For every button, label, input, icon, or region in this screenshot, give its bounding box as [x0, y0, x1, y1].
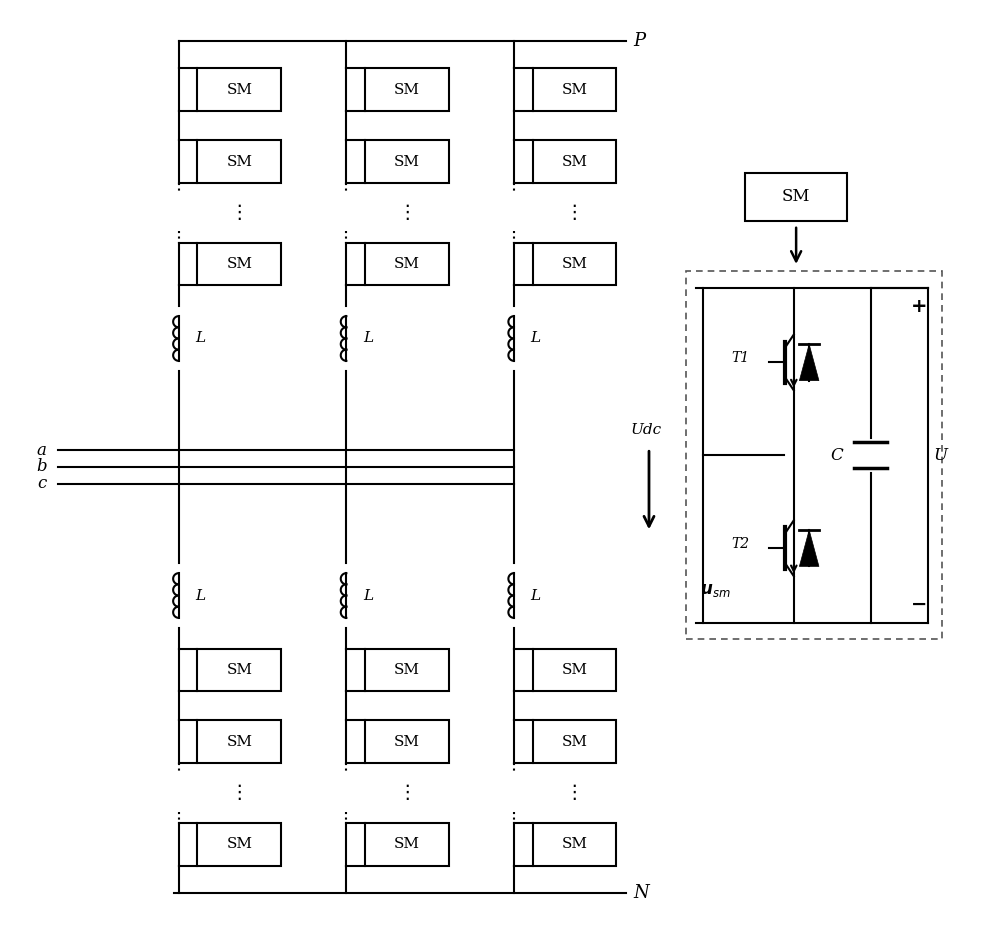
Text: L: L [363, 332, 373, 346]
Bar [197, 140, 281, 183]
Text: ⋮: ⋮ [230, 204, 249, 222]
Text: SM: SM [561, 83, 587, 97]
Text: ⋮: ⋮ [565, 204, 584, 222]
Bar [365, 140, 449, 183]
Text: L: L [531, 588, 541, 602]
Bar [365, 823, 449, 866]
Text: L: L [363, 588, 373, 602]
Text: +: + [911, 297, 927, 317]
Text: SM: SM [226, 154, 252, 168]
Bar [197, 68, 281, 111]
Bar [686, 272, 942, 639]
Text: SM: SM [561, 154, 587, 168]
Text: SM: SM [394, 837, 420, 851]
Text: P: P [633, 32, 645, 50]
Polygon shape [799, 345, 819, 381]
Text: SM: SM [561, 735, 587, 749]
Text: T2: T2 [731, 537, 749, 551]
Bar [365, 720, 449, 763]
Text: L: L [195, 588, 206, 602]
Text: Udc: Udc [630, 423, 661, 437]
Text: a: a [37, 442, 46, 459]
Bar [533, 823, 616, 866]
Bar [197, 243, 281, 286]
Bar [197, 648, 281, 691]
Text: SM: SM [561, 837, 587, 851]
Text: N: N [633, 884, 649, 902]
Text: SM: SM [394, 257, 420, 271]
Bar [365, 68, 449, 111]
Text: ⋮: ⋮ [565, 784, 584, 802]
Text: SM: SM [226, 837, 252, 851]
Text: C: C [830, 446, 843, 464]
Text: ⋮: ⋮ [397, 784, 417, 802]
Bar [533, 243, 616, 286]
Bar [197, 720, 281, 763]
Bar [533, 720, 616, 763]
Bar [365, 648, 449, 691]
Text: ⋮: ⋮ [230, 784, 249, 802]
Text: SM: SM [561, 257, 587, 271]
Bar [365, 243, 449, 286]
Text: SM: SM [226, 735, 252, 749]
Bar [197, 823, 281, 866]
Bar [533, 648, 616, 691]
Text: SM: SM [782, 189, 810, 205]
Text: −: − [911, 594, 927, 614]
Bar [533, 68, 616, 111]
Text: $\boldsymbol{u}_{sm}$: $\boldsymbol{u}_{sm}$ [700, 582, 731, 600]
Text: U: U [933, 446, 947, 464]
Text: T1: T1 [731, 351, 749, 365]
Text: L: L [195, 332, 206, 346]
Text: b: b [36, 459, 46, 475]
Text: SM: SM [394, 735, 420, 749]
Text: SM: SM [394, 83, 420, 97]
Text: L: L [531, 332, 541, 346]
Bar [533, 140, 616, 183]
Text: SM: SM [226, 83, 252, 97]
Text: SM: SM [226, 257, 252, 271]
Text: SM: SM [394, 663, 420, 677]
Text: SM: SM [394, 154, 420, 168]
Polygon shape [799, 531, 819, 566]
Bar [745, 173, 847, 221]
Text: SM: SM [226, 663, 252, 677]
Text: SM: SM [561, 663, 587, 677]
Text: c: c [37, 475, 46, 492]
Text: ⋮: ⋮ [397, 204, 417, 222]
